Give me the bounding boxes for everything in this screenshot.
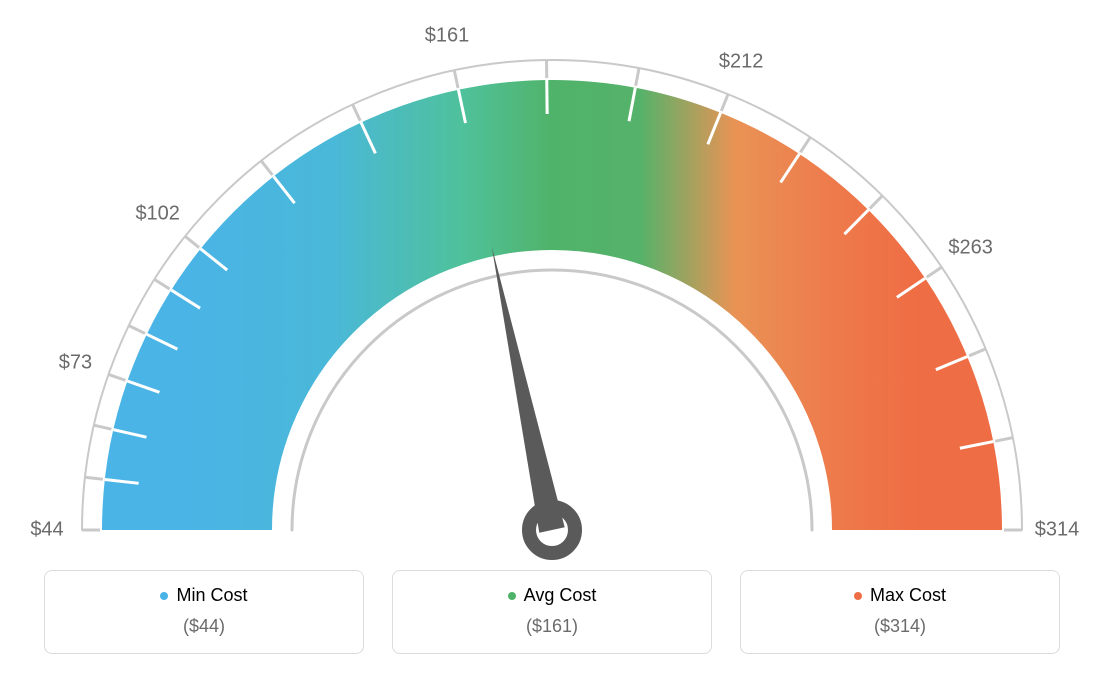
legend-card-max: Max Cost ($314) bbox=[740, 570, 1060, 654]
legend-label-max: Max Cost bbox=[870, 585, 946, 606]
legend-label-avg: Avg Cost bbox=[524, 585, 597, 606]
legend-row: Min Cost ($44) Avg Cost ($161) Max Cost … bbox=[0, 570, 1104, 654]
gauge-tick-label: $263 bbox=[948, 236, 993, 259]
legend-dot-min bbox=[160, 592, 168, 600]
gauge-chart: $44 $73 $102 $161 $212 $263 $314 bbox=[0, 0, 1104, 560]
legend-title-max: Max Cost bbox=[854, 585, 946, 606]
gauge-tick-label: $44 bbox=[30, 519, 63, 542]
gauge-tick-label: $314 bbox=[1035, 519, 1080, 542]
legend-card-min: Min Cost ($44) bbox=[44, 570, 364, 654]
legend-title-avg: Avg Cost bbox=[508, 585, 597, 606]
gauge-tick-label: $212 bbox=[719, 50, 764, 73]
legend-dot-max bbox=[854, 592, 862, 600]
gauge-tick-label: $161 bbox=[425, 25, 470, 48]
legend-card-avg: Avg Cost ($161) bbox=[392, 570, 712, 654]
legend-title-min: Min Cost bbox=[160, 585, 247, 606]
gauge-tick-label: $73 bbox=[59, 351, 92, 374]
legend-value-avg: ($161) bbox=[393, 616, 711, 637]
legend-value-min: ($44) bbox=[45, 616, 363, 637]
legend-value-max: ($314) bbox=[741, 616, 1059, 637]
gauge-svg bbox=[0, 0, 1104, 560]
legend-label-min: Min Cost bbox=[176, 585, 247, 606]
legend-dot-avg bbox=[508, 592, 516, 600]
gauge-tick-label: $102 bbox=[135, 203, 180, 226]
